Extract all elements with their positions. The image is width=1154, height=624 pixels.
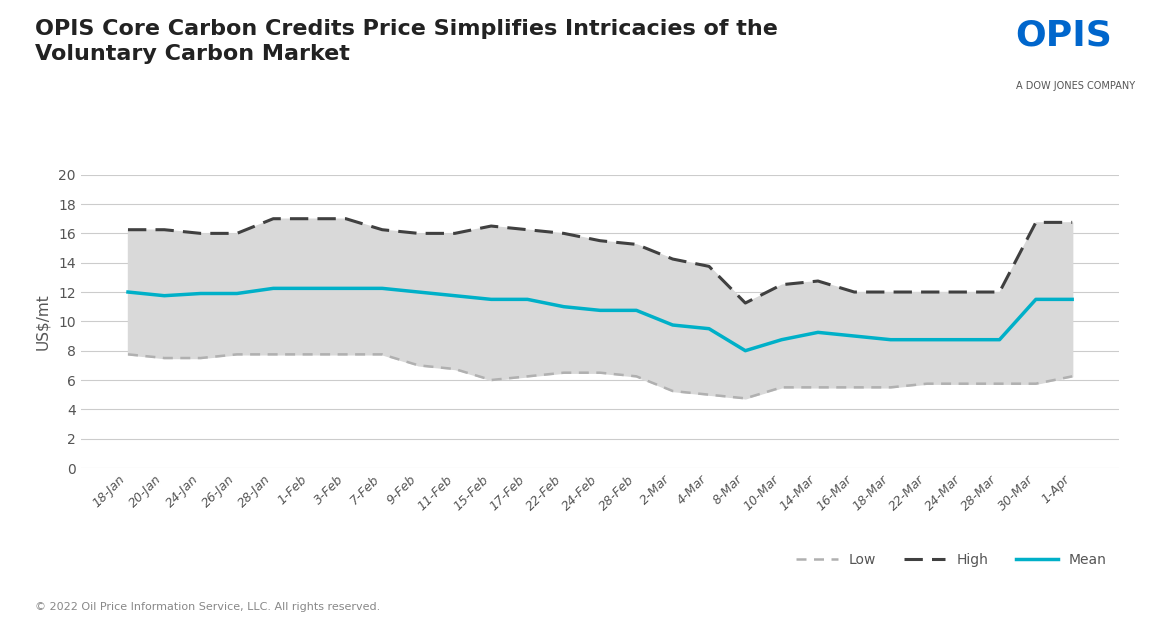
Text: © 2022 Oil Price Information Service, LLC. All rights reserved.: © 2022 Oil Price Information Service, LL… <box>35 602 380 612</box>
Text: A DOW JONES COMPANY: A DOW JONES COMPANY <box>1016 81 1134 91</box>
Text: OPIS: OPIS <box>1016 19 1112 52</box>
Text: OPIS Core Carbon Credits Price Simplifies Intricacies of the
Voluntary Carbon Ma: OPIS Core Carbon Credits Price Simplifie… <box>35 19 778 64</box>
Legend: Low, High, Mean: Low, High, Mean <box>790 547 1112 572</box>
Y-axis label: US$/mt: US$/mt <box>35 293 50 349</box>
